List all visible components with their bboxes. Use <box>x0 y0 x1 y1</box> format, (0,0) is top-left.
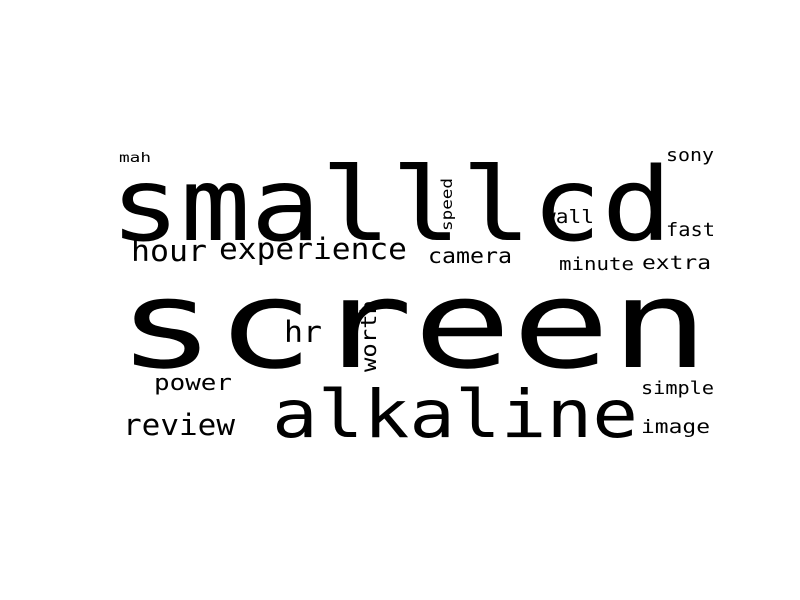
word-power: power <box>154 371 232 396</box>
word-screen: screen <box>117 254 709 396</box>
word-fast: fast <box>666 219 715 241</box>
word-experience: experience <box>219 232 407 266</box>
word-mah: mah <box>119 151 151 166</box>
word-sony: sony <box>666 145 714 166</box>
word-worth: worth <box>357 300 381 372</box>
word-image: image <box>641 416 710 438</box>
word-camera: camera <box>428 244 512 268</box>
word-wall: wall <box>543 206 594 228</box>
word-smalllcd: smalllcd <box>110 146 672 265</box>
word-review: review <box>123 408 236 442</box>
word-hr: hr <box>284 315 322 349</box>
word-hour: hour <box>131 234 207 268</box>
word-simple: simple <box>641 378 714 399</box>
word-extra: extra <box>642 252 711 274</box>
word-speed: speed <box>438 178 456 231</box>
word-minute: minute <box>559 254 634 275</box>
word-alkaline: alkaline <box>272 376 638 453</box>
